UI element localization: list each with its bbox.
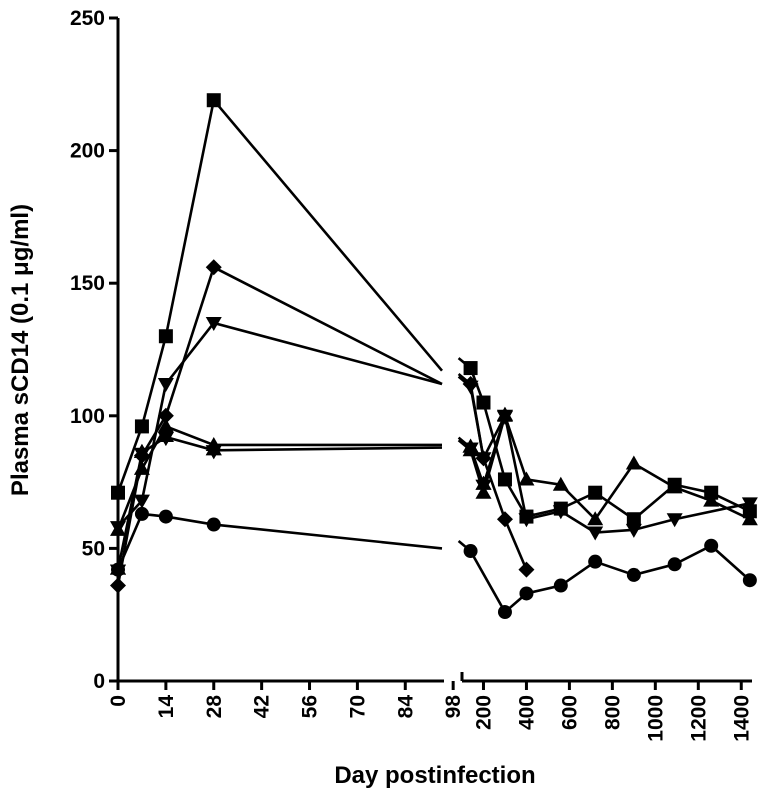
data-point-star-upper (205, 441, 222, 456)
data-point-diamond (518, 561, 535, 578)
data-point-circle (626, 567, 641, 582)
x-tick-label-late: 800 (601, 695, 624, 730)
data-point-square (497, 472, 512, 487)
data-point-circle (588, 554, 603, 569)
data-point-triangle-up (518, 471, 535, 486)
data-point-triangle-down (205, 316, 222, 331)
data-point-circle (667, 557, 682, 572)
data-point-triangle-up (587, 511, 604, 526)
data-point-triangle-down (587, 526, 604, 541)
x-tick-label-late: 1200 (687, 695, 710, 742)
y-axis-title: Plasma sCD14 (0.1 μg/ml) (7, 204, 34, 496)
data-point-triangle-up (741, 511, 758, 526)
data-point-circle (742, 573, 757, 588)
x-axis-title: Day postinfection (334, 762, 535, 789)
x-tick-label-late: 200 (472, 695, 495, 730)
data-point-triangle-up (157, 418, 174, 433)
data-point-triangle-down (666, 513, 683, 528)
data-point-triangle-down (518, 513, 535, 528)
x-tick-label-late: 1000 (644, 695, 667, 742)
data-point-square (206, 93, 221, 108)
x-tick-label-early: 28 (203, 695, 226, 719)
data-point-triangle-down (552, 505, 569, 520)
x-tick-label-early: 70 (346, 695, 369, 718)
data-point-triangle-up (552, 476, 569, 491)
y-tick-label: 200 (70, 140, 105, 163)
data-point-circle (158, 509, 173, 524)
y-tick-label: 0 (93, 670, 105, 693)
data-point-square (111, 485, 125, 500)
series-triangle-up (110, 407, 758, 536)
x-tick-label-early: 56 (299, 695, 322, 718)
data-point-triangle-down (157, 377, 174, 392)
data-point-triangle-up (625, 455, 642, 470)
data-point-circle (463, 544, 478, 559)
data-point-square (158, 329, 173, 344)
data-point-diamond (496, 511, 513, 528)
data-point-triangle-down (462, 380, 479, 395)
series-line-late-triangle-down (457, 375, 751, 534)
series-circle (111, 506, 757, 620)
x-tick-label-late: 600 (558, 695, 581, 730)
x-tick-label-late: 1400 (730, 695, 753, 742)
x-tick-label-early: 14 (155, 695, 178, 719)
data-point-triangle-up (666, 479, 683, 494)
y-tick-label: 150 (70, 272, 105, 295)
series-diamond (110, 259, 535, 594)
x-tick-label-early: 42 (251, 695, 274, 718)
x-tick-label-late: 400 (515, 695, 538, 730)
data-point-triangle-up (110, 521, 126, 536)
series-line-early-star (116, 435, 443, 570)
data-point-circle (553, 578, 568, 593)
data-point-square (626, 512, 641, 527)
series-line-late-circle (457, 540, 751, 615)
x-tick-label-early: 0 (107, 695, 130, 707)
data-point-circle (704, 538, 719, 553)
data-point-star-upper (462, 438, 479, 453)
data-point-star-upper (157, 428, 174, 443)
data-point-diamond (157, 407, 174, 424)
data-point-diamond (205, 259, 222, 276)
data-point-diamond (110, 577, 126, 594)
data-point-triangle-down (133, 494, 150, 509)
data-point-square (588, 485, 603, 500)
data-point-star-upper (475, 475, 492, 490)
data-point-triangle-up (703, 492, 720, 507)
axes: 0 50 100 150 200 250 0 14 28 42 56 70 84 98 200 400 600 8… (70, 7, 753, 742)
data-point-circle (519, 586, 534, 601)
y-tick-label: 100 (70, 405, 105, 428)
data-point-square (134, 419, 149, 434)
series-square (111, 93, 757, 527)
x-tick-label-early: 98 (442, 695, 465, 719)
series-triangle-down (110, 316, 758, 541)
data-point-circle (134, 506, 149, 521)
data-point-triangle-down (625, 523, 642, 538)
data-point-circle (206, 517, 221, 532)
data-point-star-upper (133, 443, 150, 458)
data-point-circle (497, 605, 512, 620)
data-point-triangle-down (741, 497, 758, 512)
data-point-star-upper (496, 406, 513, 421)
y-tick-label: 50 (82, 537, 105, 560)
data-point-triangle-down (475, 452, 492, 467)
data-point-square (463, 361, 478, 376)
x-tick-label-early: 84 (394, 695, 417, 719)
series-star (110, 406, 513, 579)
y-tick-label: 250 (70, 7, 105, 30)
series-group (110, 93, 758, 620)
data-point-circle (111, 562, 125, 577)
data-point-square (476, 395, 491, 410)
